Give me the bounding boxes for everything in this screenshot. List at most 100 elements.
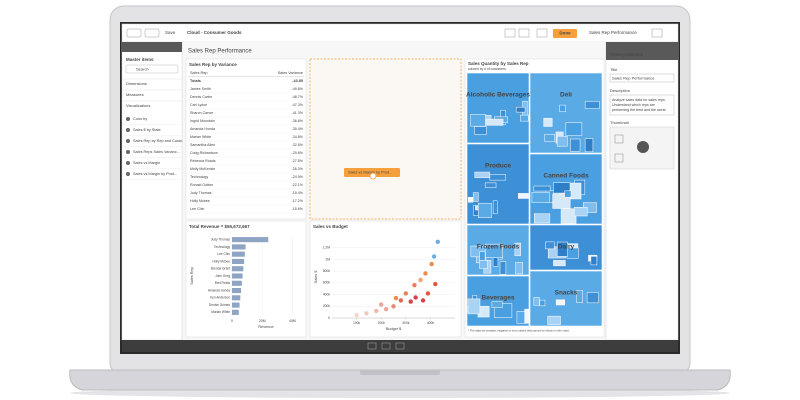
treemap-tile[interactable] [477,202,492,218]
bottom-icon[interactable] [395,342,405,350]
treemap-tile[interactable] [556,136,568,147]
master-item[interactable]: Sales Rep by Rep and Custo... [133,139,185,143]
master-item[interactable]: Sales vs Margin by Prod... [133,172,177,176]
treemap-tile[interactable] [492,200,498,215]
treemap-tile[interactable] [485,118,504,126]
scatter-point[interactable] [391,304,396,309]
scatter-point[interactable] [412,283,417,288]
description-input[interactable] [609,94,675,116]
treemap-tile[interactable] [479,251,486,261]
toolbar-icon[interactable] [536,28,548,38]
treemap-tile[interactable] [467,298,481,315]
title-value[interactable]: Sales Rep Performance [612,76,655,81]
treemap-tile[interactable] [524,308,529,324]
nav-menu-button[interactable] [126,28,142,38]
save-button[interactable]: Save [165,30,176,35]
treemap-tile[interactable] [560,208,577,224]
treemap-tile[interactable] [534,213,551,224]
section-header[interactable]: Measures [126,92,144,97]
bar[interactable] [232,237,269,243]
scatter-point[interactable] [425,291,431,296]
scatter-point[interactable] [429,261,434,267]
treemap-tile[interactable] [533,297,540,306]
bar[interactable] [232,244,246,250]
scatter-object[interactable] [309,220,462,338]
bar[interactable] [232,288,242,294]
treemap-tile[interactable] [555,299,566,306]
treemap-tile[interactable] [553,260,566,267]
column-header[interactable]: Sales Rep [190,71,208,75]
treemap-tile[interactable] [474,126,487,135]
treemap-tile[interactable] [564,190,572,198]
treemap-tile[interactable] [472,192,479,202]
drop-zone[interactable] [309,58,462,220]
scatter-point[interactable] [364,311,369,316]
scatter-point[interactable] [374,308,379,314]
treemap-tile[interactable] [515,106,526,113]
scatter-point[interactable] [420,298,426,303]
treemap-tile[interactable] [543,117,553,127]
bar[interactable] [232,295,241,301]
treemap-tile[interactable] [590,256,598,266]
dragged-item[interactable] [344,168,400,177]
scatter-point[interactable] [354,312,359,318]
toolbar-icon[interactable] [651,28,663,38]
section-header[interactable]: Dimensions [126,81,147,86]
scatter-point[interactable] [413,295,418,300]
column-header[interactable]: Sales Variance [278,71,303,75]
global-menu-button[interactable] [144,28,160,38]
treemap-tile[interactable] [539,299,546,307]
scatter-point[interactable] [403,291,408,296]
scatter-point[interactable] [423,271,428,276]
master-item[interactable]: Sales vs Margin [133,161,160,165]
thumbnail-button[interactable] [637,141,649,153]
treemap-tile[interactable] [514,242,521,257]
section-header[interactable]: Visualizations [126,103,150,108]
treemap-tile[interactable] [491,301,503,308]
treemap-tile[interactable] [467,197,473,203]
scatter-point[interactable] [431,254,437,259]
treemap-tile[interactable] [545,241,555,250]
bar[interactable] [232,273,243,279]
treemap-tile[interactable] [533,185,551,192]
treemap-tile[interactable] [544,134,556,142]
search-box[interactable] [125,64,179,74]
treemap-tile[interactable] [547,315,561,325]
treemap-tile[interactable] [484,182,497,188]
treemap-tile[interactable] [489,174,506,181]
treemap-tile[interactable] [586,292,599,304]
treemap-tile[interactable] [565,122,583,136]
search-placeholder[interactable]: Search [136,67,149,72]
done-button[interactable] [553,29,577,38]
treemap-tile[interactable] [520,114,529,122]
bar[interactable] [232,280,242,286]
bottom-icon[interactable] [381,342,391,350]
treemap-tile[interactable] [515,262,524,275]
table-object[interactable] [185,58,307,220]
scatter-point[interactable] [383,307,389,312]
treemap-tile[interactable] [556,241,568,257]
treemap-tile[interactable] [485,243,503,259]
scatter-point[interactable] [435,239,440,245]
treemap-tile[interactable] [570,182,582,200]
treemap-tile[interactable] [570,138,581,152]
scatter-point[interactable] [418,277,423,283]
scatter-point[interactable] [433,281,438,287]
thumbnail-icon[interactable] [614,134,624,144]
treemap-tile[interactable] [553,182,571,194]
bar[interactable] [232,251,245,257]
master-item[interactable]: Sales $ by State [133,128,161,132]
bar[interactable] [232,266,244,272]
scatter-point[interactable] [398,298,404,303]
treemap-tile[interactable] [573,207,588,217]
thumbnail-icon[interactable] [614,153,624,163]
master-item[interactable]: Sales Reps Sales Varianc... [133,150,180,154]
scatter-point[interactable] [393,295,399,301]
treemap-tile[interactable] [531,191,550,203]
dragged-item-label[interactable]: Sales vs Margin by Prod... [348,171,392,175]
done-label[interactable]: Done [559,31,571,36]
bottom-icon[interactable] [367,342,377,350]
treemap-tile[interactable] [479,260,488,269]
bar[interactable] [232,258,245,264]
toolbar-icon[interactable] [518,28,530,38]
